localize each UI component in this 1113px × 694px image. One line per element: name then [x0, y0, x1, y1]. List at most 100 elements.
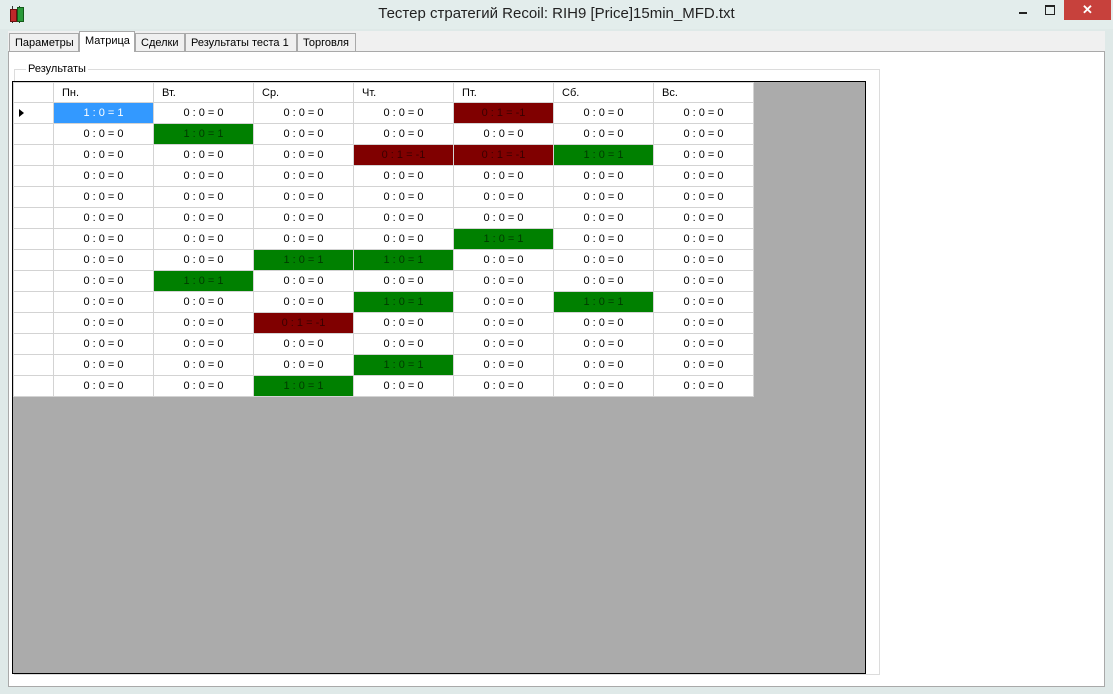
grid-cell[interactable]: 0 : 0 = 0 [53, 291, 154, 313]
grid-cell[interactable]: 0 : 0 = 0 [353, 123, 454, 145]
grid-cell[interactable]: 0 : 0 = 0 [53, 312, 154, 334]
grid-cell[interactable]: 0 : 1 = -1 [253, 312, 354, 334]
grid-cell[interactable]: 0 : 0 = 0 [253, 102, 354, 124]
grid-cell[interactable]: 0 : 0 = 0 [453, 333, 554, 355]
grid-cell[interactable]: 0 : 0 = 0 [653, 207, 754, 229]
grid-cell[interactable]: 0 : 0 = 0 [553, 333, 654, 355]
grid-cell[interactable]: 0 : 0 = 0 [153, 228, 254, 250]
row-header[interactable] [13, 375, 54, 397]
grid-cell[interactable]: 0 : 0 = 0 [53, 354, 154, 376]
grid-cell[interactable]: 0 : 0 = 0 [53, 270, 154, 292]
grid-cell[interactable]: 0 : 0 = 0 [653, 291, 754, 313]
grid-cell[interactable]: 1 : 0 = 1 [53, 102, 154, 124]
grid-cell[interactable]: 0 : 0 = 0 [453, 375, 554, 397]
grid-cell[interactable]: 0 : 0 = 0 [453, 270, 554, 292]
grid-cell[interactable]: 0 : 0 = 0 [653, 102, 754, 124]
grid-cell[interactable]: 0 : 0 = 0 [353, 102, 454, 124]
grid-cell[interactable]: 0 : 0 = 0 [353, 207, 454, 229]
grid-cell[interactable]: 0 : 0 = 0 [253, 354, 354, 376]
grid-cell[interactable]: 0 : 0 = 0 [53, 249, 154, 271]
tab-trading[interactable]: Торговля [297, 33, 356, 51]
candlestick-app-icon[interactable] [8, 6, 26, 23]
grid-cell[interactable]: 0 : 0 = 0 [453, 291, 554, 313]
grid-cell[interactable]: 0 : 0 = 0 [153, 291, 254, 313]
grid-cell[interactable]: 0 : 0 = 0 [653, 375, 754, 397]
grid-cell[interactable]: 0 : 0 = 0 [453, 123, 554, 145]
grid-cell[interactable]: 0 : 0 = 0 [653, 312, 754, 334]
grid-cell[interactable]: 0 : 0 = 0 [553, 165, 654, 187]
grid-cell[interactable]: 0 : 0 = 0 [353, 228, 454, 250]
grid-cell[interactable]: 0 : 0 = 0 [153, 207, 254, 229]
grid-cell[interactable]: 0 : 0 = 0 [53, 123, 154, 145]
grid-cell[interactable]: 0 : 0 = 0 [453, 207, 554, 229]
row-header[interactable] [13, 123, 54, 145]
grid-cell[interactable]: 0 : 0 = 0 [453, 186, 554, 208]
grid-cell[interactable]: 0 : 0 = 0 [653, 186, 754, 208]
grid-cell[interactable]: 0 : 0 = 0 [353, 186, 454, 208]
row-header[interactable] [13, 165, 54, 187]
row-header[interactable] [13, 249, 54, 271]
column-header[interactable]: Пт. [453, 82, 554, 103]
grid-cell[interactable]: 0 : 0 = 0 [353, 165, 454, 187]
grid-cell[interactable]: 0 : 0 = 0 [53, 228, 154, 250]
grid-cell[interactable]: 0 : 0 = 0 [553, 270, 654, 292]
grid-cell[interactable]: 0 : 0 = 0 [453, 165, 554, 187]
maximize-button[interactable] [1037, 0, 1063, 20]
grid-cell[interactable]: 0 : 0 = 0 [253, 144, 354, 166]
grid-cell[interactable]: 0 : 0 = 0 [553, 207, 654, 229]
row-header[interactable] [13, 270, 54, 292]
grid-cell[interactable]: 0 : 0 = 0 [253, 228, 354, 250]
grid-cell[interactable]: 0 : 0 = 0 [553, 123, 654, 145]
grid-cell[interactable]: 0 : 0 = 0 [353, 270, 454, 292]
grid-cell[interactable]: 0 : 0 = 0 [153, 102, 254, 124]
grid-cell[interactable]: 1 : 0 = 1 [353, 291, 454, 313]
grid-cell[interactable]: 0 : 1 = -1 [453, 102, 554, 124]
grid-cell[interactable]: 0 : 1 = -1 [353, 144, 454, 166]
grid-cell[interactable]: 0 : 0 = 0 [53, 144, 154, 166]
row-header[interactable] [13, 186, 54, 208]
grid-cell[interactable]: 0 : 0 = 0 [653, 123, 754, 145]
column-header[interactable]: Ср. [253, 82, 354, 103]
grid-cell[interactable]: 0 : 0 = 0 [653, 270, 754, 292]
grid-cell[interactable]: 0 : 0 = 0 [153, 375, 254, 397]
grid-cell[interactable]: 0 : 0 = 0 [253, 291, 354, 313]
grid-cell[interactable]: 1 : 0 = 1 [453, 228, 554, 250]
grid-cell[interactable]: 0 : 0 = 0 [553, 249, 654, 271]
grid-cell[interactable]: 0 : 0 = 0 [453, 312, 554, 334]
row-header[interactable] [13, 207, 54, 229]
grid-cell[interactable]: 0 : 0 = 0 [553, 312, 654, 334]
grid-cell[interactable]: 0 : 0 = 0 [653, 165, 754, 187]
grid-cell[interactable]: 0 : 0 = 0 [153, 312, 254, 334]
row-header[interactable] [13, 354, 54, 376]
grid-cell[interactable]: 0 : 0 = 0 [253, 165, 354, 187]
tab-test-results-1[interactable]: Результаты теста 1 [185, 33, 297, 51]
grid-cell[interactable]: 0 : 0 = 0 [653, 228, 754, 250]
column-header[interactable]: Чт. [353, 82, 454, 103]
grid-cell[interactable]: 0 : 0 = 0 [253, 123, 354, 145]
column-header[interactable]: Вс. [653, 82, 754, 103]
grid-cell[interactable]: 0 : 0 = 0 [253, 186, 354, 208]
grid-cell[interactable]: 0 : 0 = 0 [153, 186, 254, 208]
grid-cell[interactable]: 0 : 0 = 0 [653, 249, 754, 271]
tab-matrix[interactable]: Матрица [79, 31, 135, 52]
row-header[interactable] [13, 333, 54, 355]
grid-cell[interactable]: 1 : 0 = 1 [153, 123, 254, 145]
grid-cell[interactable]: 0 : 0 = 0 [553, 102, 654, 124]
grid-cell[interactable]: 0 : 0 = 0 [53, 375, 154, 397]
grid-cell[interactable]: 0 : 0 = 0 [553, 354, 654, 376]
grid-cell[interactable]: 0 : 0 = 0 [153, 333, 254, 355]
grid-cell[interactable]: 0 : 0 = 0 [153, 165, 254, 187]
